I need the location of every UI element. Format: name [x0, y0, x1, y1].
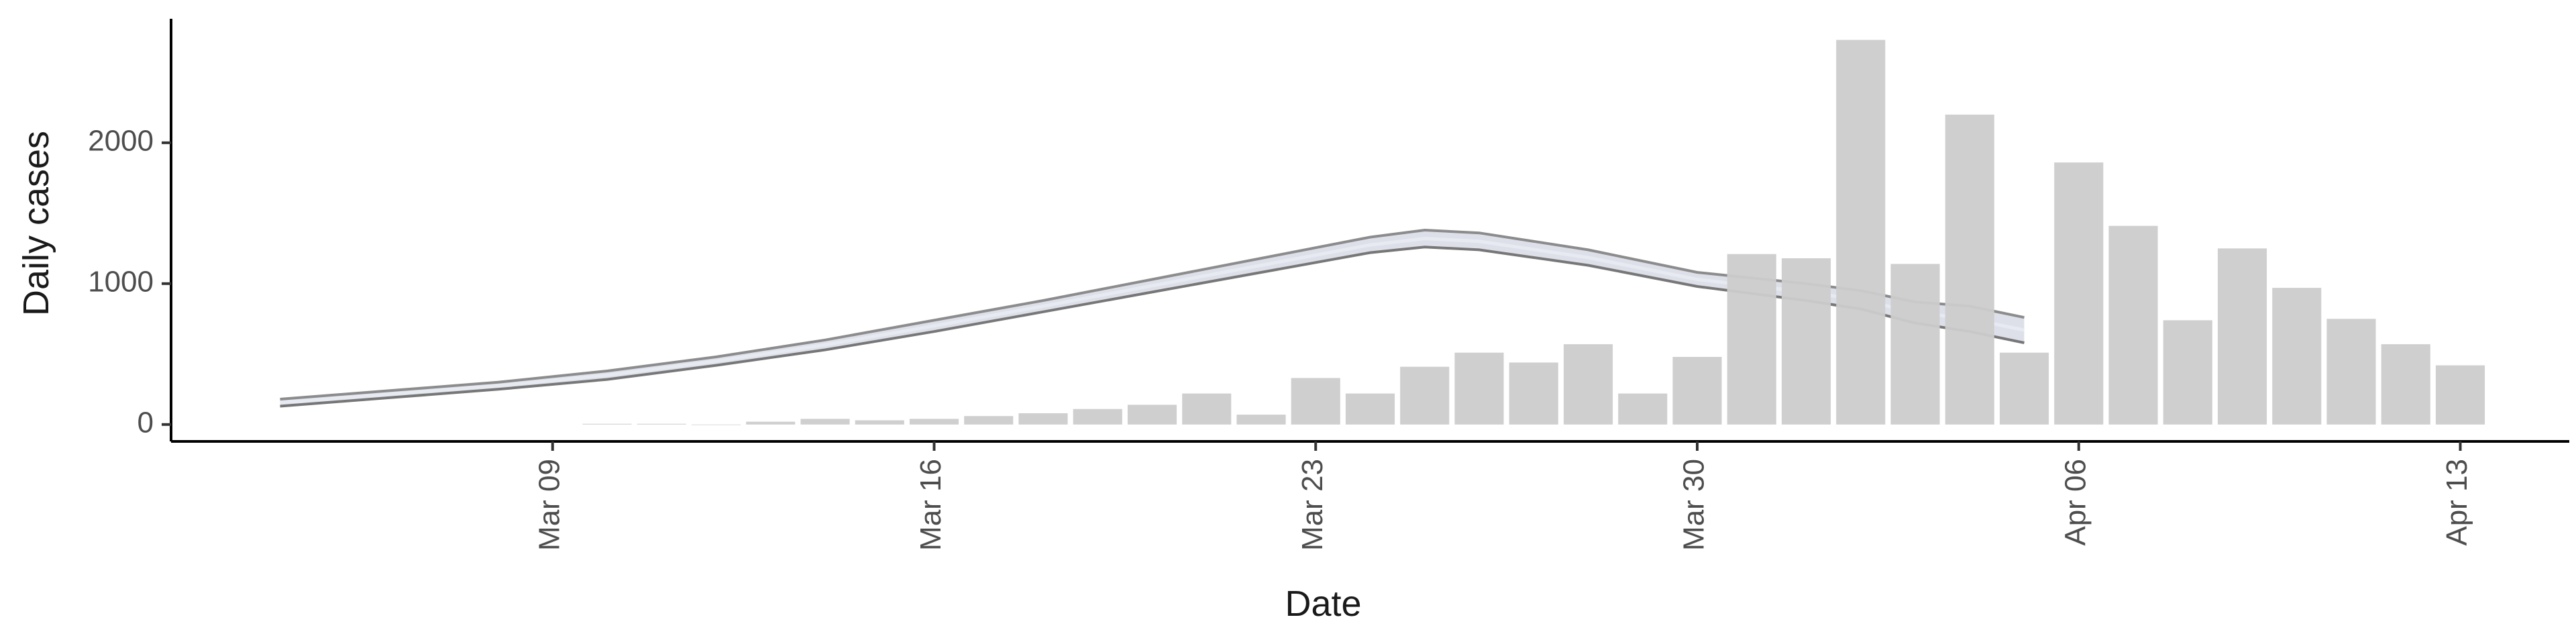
- bar: [1291, 378, 1340, 425]
- bar: [1345, 393, 1395, 425]
- bar: [1236, 415, 1286, 425]
- bar: [2054, 162, 2104, 425]
- bar: [1672, 357, 1722, 425]
- bar: [1618, 393, 1668, 425]
- bar: [1999, 352, 2049, 425]
- x-tick-label: Apr 06: [2059, 459, 2092, 546]
- bar: [1781, 258, 1831, 425]
- bar: [637, 423, 686, 425]
- x-tick-label: Mar 16: [914, 459, 947, 551]
- bar: [2272, 288, 2322, 425]
- bar: [855, 420, 904, 425]
- bar: [2326, 319, 2376, 425]
- bar: [1890, 264, 1940, 425]
- bar: [1454, 352, 1504, 425]
- bar: [2163, 320, 2212, 425]
- y-tick-label: 1000: [88, 265, 154, 298]
- bar: [1836, 40, 1886, 425]
- bar: [746, 421, 796, 425]
- bar: [1945, 114, 1994, 425]
- bar: [1127, 405, 1177, 425]
- bar: [1563, 344, 1613, 425]
- bar: [1018, 413, 1068, 425]
- bar: [964, 416, 1014, 425]
- x-axis-ticks: Mar 09 Mar 16 Mar 23 Mar 30 Apr 06 Apr 13: [533, 441, 2473, 551]
- bar: [2381, 344, 2430, 425]
- bars-layer: [582, 40, 2485, 425]
- x-tick-label: Mar 09: [533, 459, 566, 551]
- bar: [1509, 362, 1558, 425]
- x-tick-label: Apr 13: [2440, 459, 2473, 546]
- bar: [800, 419, 850, 425]
- y-tick-label: 0: [138, 406, 154, 439]
- x-tick-label: Mar 23: [1296, 459, 1329, 551]
- x-axis-title: Date: [1285, 584, 1361, 624]
- bar: [1182, 393, 1232, 425]
- bar: [1073, 409, 1122, 425]
- bar: [2217, 248, 2267, 425]
- bar: [2108, 225, 2158, 425]
- bar: [1400, 366, 1450, 425]
- bar: [909, 419, 959, 425]
- y-tick-label: 2000: [88, 124, 154, 157]
- x-tick-label: Mar 30: [1678, 459, 1711, 551]
- y-axis-title: Daily cases: [16, 131, 56, 316]
- y-axis-ticks: 0 1000 2000: [88, 124, 171, 439]
- bar: [2435, 365, 2485, 425]
- bar: [1727, 254, 1776, 425]
- bar: [582, 423, 632, 425]
